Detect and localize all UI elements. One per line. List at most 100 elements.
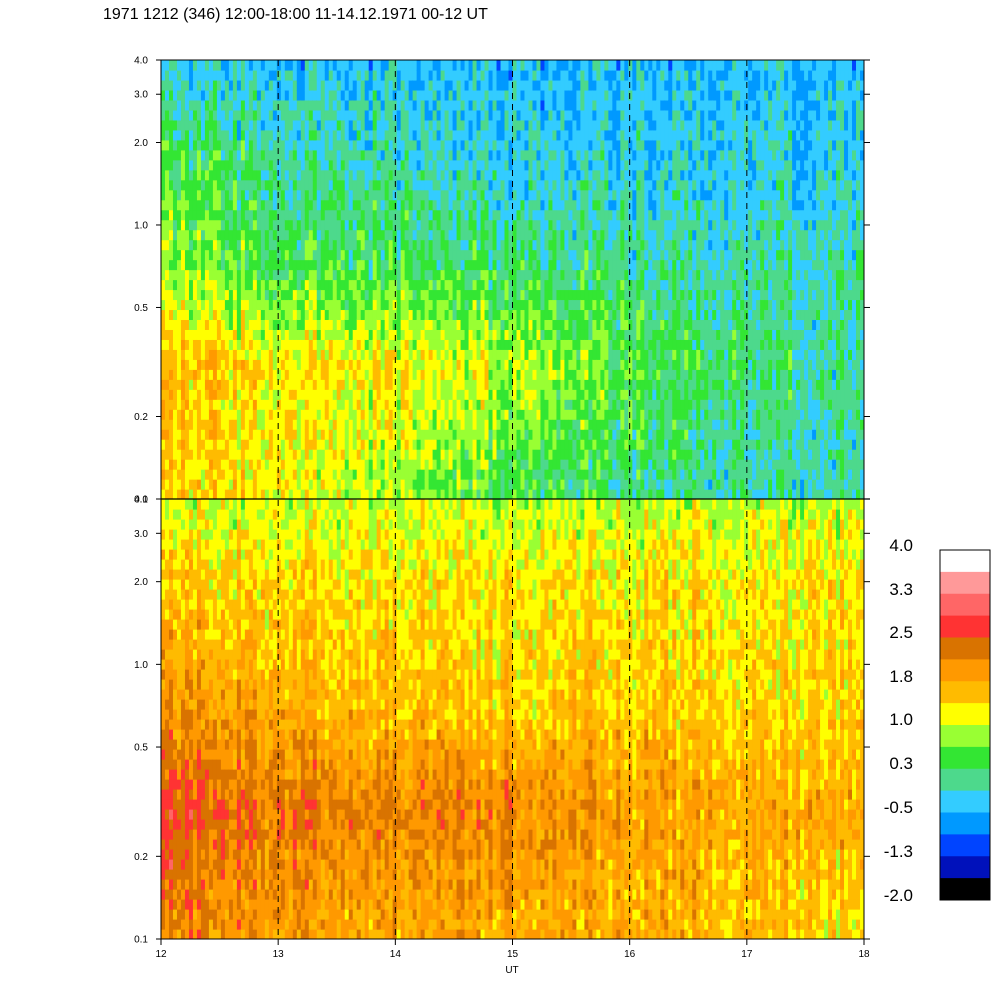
heatmap-cell	[568, 479, 574, 490]
heatmap-cell	[204, 149, 210, 161]
heatmap-cell	[544, 429, 550, 440]
heatmap-cell	[476, 399, 482, 410]
heatmap-cell	[336, 399, 342, 410]
heatmap-cell	[184, 109, 190, 121]
heatmap-cell	[264, 409, 270, 420]
heatmap-cell	[540, 149, 546, 161]
heatmap-cell	[272, 489, 278, 499]
heatmap-cell	[352, 149, 358, 161]
heatmap-cell	[320, 60, 326, 71]
heatmap-cell	[588, 139, 593, 151]
heatmap-cell	[524, 419, 530, 430]
heatmap-cell	[408, 219, 414, 231]
heatmap-cell	[404, 479, 410, 490]
heatmap-cell	[544, 489, 550, 499]
heatmap-cell	[188, 319, 194, 330]
heatmap-cell	[456, 479, 462, 490]
heatmap-cell	[288, 289, 294, 301]
heatmap-cell	[416, 419, 422, 430]
heatmap-cell	[368, 79, 374, 91]
heatmap-cell	[188, 209, 194, 221]
heatmap-cell	[536, 69, 542, 81]
heatmap-cell	[312, 89, 318, 101]
heatmap-cell	[208, 209, 214, 221]
heatmap-cell	[292, 269, 298, 281]
heatmap-cell	[380, 69, 386, 81]
heatmap-cell	[464, 349, 470, 360]
heatmap-cell	[172, 99, 178, 111]
heatmap-cell	[388, 119, 394, 131]
heatmap-cell	[260, 269, 266, 281]
heatmap-cell	[344, 429, 350, 440]
heatmap-cell	[592, 229, 597, 241]
heatmap-cell	[356, 269, 362, 281]
heatmap-cell	[288, 149, 294, 161]
heatmap-cell	[504, 169, 510, 181]
heatmap-cell	[436, 389, 442, 400]
heatmap-cell	[596, 329, 601, 340]
heatmap-cell	[504, 329, 510, 340]
heatmap-cell	[188, 219, 194, 231]
heatmap-cell	[208, 179, 214, 191]
heatmap-cell	[320, 409, 326, 420]
heatmap-cell	[488, 219, 494, 231]
heatmap-cell	[208, 379, 214, 390]
heatmap-cell	[564, 159, 570, 171]
heatmap-cell	[580, 139, 585, 151]
heatmap-cell	[404, 239, 410, 251]
heatmap-cell	[524, 60, 530, 71]
heatmap-cell	[540, 109, 546, 121]
heatmap-cell	[336, 269, 342, 281]
heatmap-cell	[584, 179, 589, 191]
heatmap-cell	[596, 389, 601, 400]
heatmap-cell	[300, 109, 306, 121]
heatmap-cell	[260, 169, 266, 181]
heatmap-cell	[592, 189, 597, 201]
heatmap-cell	[332, 319, 338, 330]
heatmap-cell	[480, 119, 486, 131]
heatmap-cell	[360, 129, 366, 141]
heatmap-cell	[324, 129, 330, 141]
heatmap-cell	[288, 419, 294, 430]
heatmap-cell	[504, 199, 510, 211]
heatmap-cell	[432, 269, 438, 281]
heatmap-cell	[600, 269, 605, 281]
heatmap-cell	[584, 409, 589, 420]
heatmap-cell	[312, 189, 318, 201]
heatmap-cell	[300, 349, 306, 360]
heatmap-cell	[380, 259, 386, 271]
heatmap-cell	[404, 69, 410, 81]
heatmap-cell	[384, 299, 390, 311]
heatmap-cell	[420, 479, 426, 490]
heatmap-cell	[400, 459, 406, 470]
heatmap-cell	[340, 139, 346, 151]
heatmap-cell	[532, 289, 538, 301]
heatmap-cell	[276, 89, 282, 101]
heatmap-cell	[228, 89, 234, 101]
heatmap-cell	[188, 389, 194, 400]
heatmap-cell	[592, 249, 597, 261]
heatmap-cell	[324, 279, 330, 291]
heatmap-cell	[536, 319, 542, 330]
heatmap-cell	[180, 269, 186, 281]
heatmap-cell	[428, 339, 434, 350]
heatmap-cell	[460, 209, 466, 221]
heatmap-cell	[444, 409, 450, 420]
heatmap-cell	[512, 379, 518, 390]
heatmap-cell	[408, 109, 414, 121]
heatmap-cell	[480, 349, 486, 360]
heatmap-cell	[272, 129, 278, 141]
heatmap-cell	[504, 139, 510, 151]
heatmap-cell	[472, 79, 478, 91]
heatmap-cell	[464, 319, 470, 330]
heatmap-cell	[276, 189, 282, 201]
heatmap-cell	[164, 89, 170, 101]
heatmap-cell	[392, 219, 398, 231]
heatmap-cell	[296, 199, 302, 211]
heatmap-cell	[548, 79, 554, 91]
heatmap-cell	[568, 259, 574, 271]
heatmap-cell	[264, 319, 270, 330]
heatmap-cell	[612, 399, 617, 410]
heatmap-cell	[260, 279, 266, 291]
heatmap-cell	[208, 199, 214, 211]
